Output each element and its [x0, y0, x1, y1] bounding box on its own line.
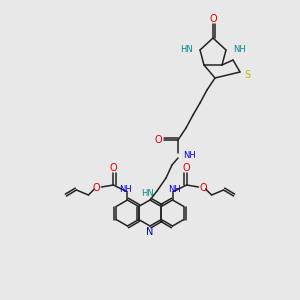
- Text: S: S: [244, 70, 250, 80]
- Text: O: O: [183, 163, 190, 173]
- Text: O: O: [154, 135, 162, 145]
- Text: HN: HN: [180, 46, 193, 55]
- Text: NH: NH: [119, 185, 132, 194]
- Text: O: O: [110, 163, 117, 173]
- Text: O: O: [93, 183, 100, 193]
- Text: O: O: [209, 14, 217, 24]
- Text: NH: NH: [168, 185, 181, 194]
- Text: N: N: [146, 227, 154, 237]
- Text: NH: NH: [233, 46, 246, 55]
- Text: NH: NH: [183, 151, 196, 160]
- Text: HN: HN: [141, 190, 154, 199]
- Text: O: O: [200, 183, 207, 193]
